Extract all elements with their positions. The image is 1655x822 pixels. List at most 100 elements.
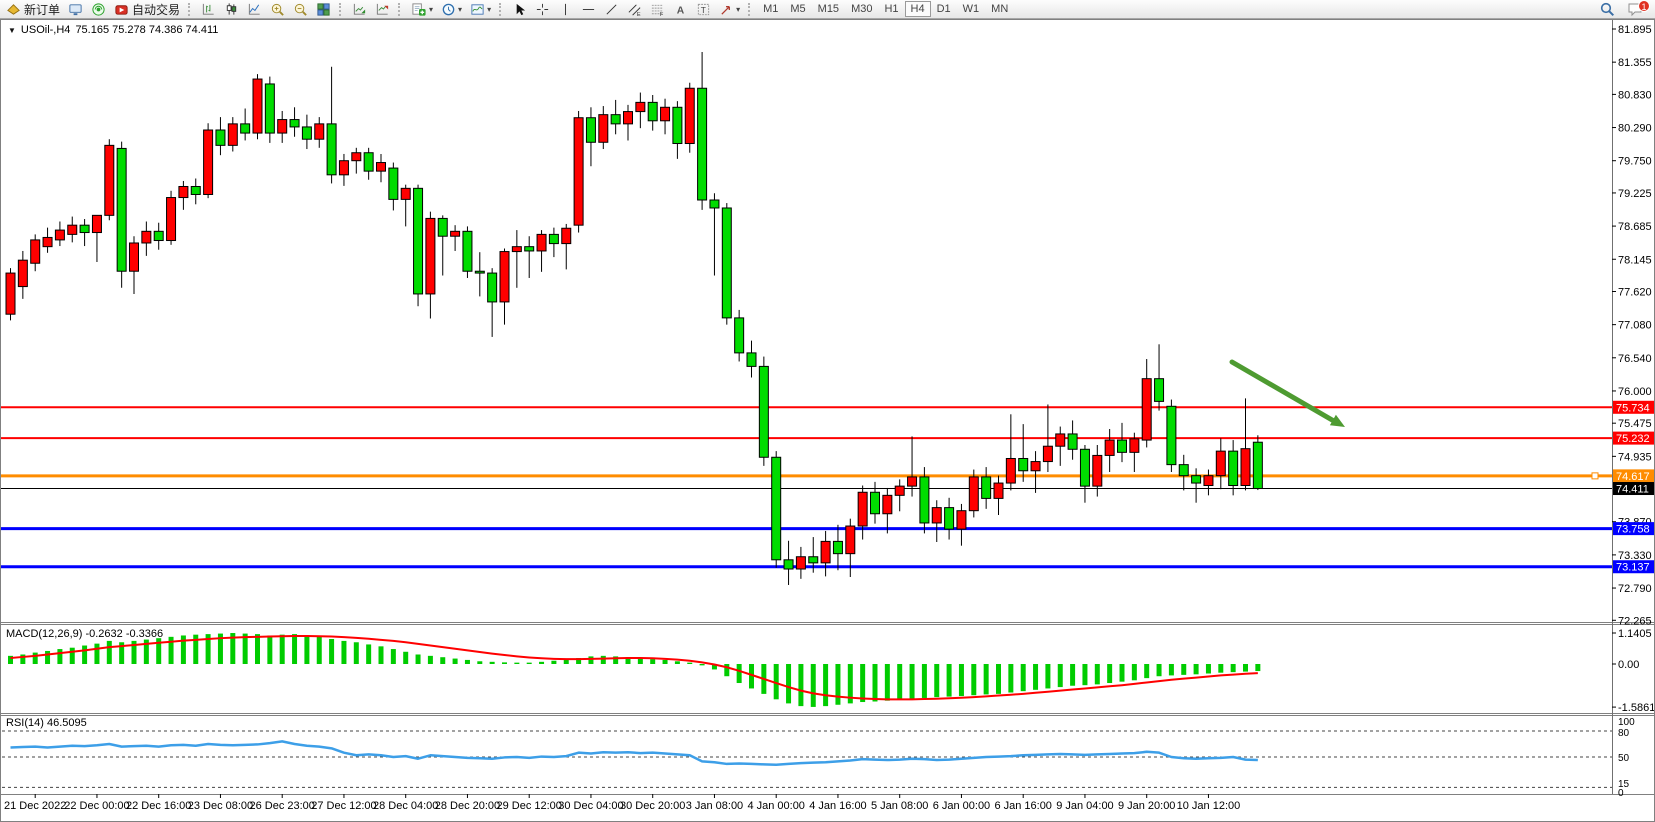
chart-symbol-period: USOil-,H4: [20, 24, 71, 36]
crosshair-icon: [535, 2, 550, 17]
svg-text:F: F: [660, 12, 664, 17]
timeframe-m15-button[interactable]: M15: [812, 1, 845, 17]
toolbar-grip: [398, 2, 403, 16]
search-button[interactable]: [1595, 1, 1619, 18]
svg-text:78.685: 78.685: [1618, 221, 1652, 233]
svg-text:6 Jan 16:00: 6 Jan 16:00: [994, 800, 1052, 812]
text-button[interactable]: A: [669, 1, 692, 18]
fibonacci-button[interactable]: F: [646, 1, 669, 18]
text-label-button[interactable]: T: [692, 1, 715, 18]
svg-text:4 Jan 00:00: 4 Jan 00:00: [747, 800, 805, 812]
svg-text:81.895: 81.895: [1618, 24, 1652, 36]
svg-text:15: 15: [1618, 779, 1630, 790]
cursor-button[interactable]: [508, 1, 531, 18]
new-order-button[interactable]: 新订单: [2, 1, 64, 18]
bar-chart-button[interactable]: [197, 1, 220, 18]
timeframe-m5-button[interactable]: M5: [784, 1, 811, 17]
chart-window[interactable]: ▼ USOil-,H4 75.165 75.278 74.386 74.411 …: [0, 19, 1655, 822]
new-order-label: 新订单: [24, 2, 61, 17]
timeframe-mn-button[interactable]: MN: [985, 1, 1014, 17]
toolbar-grip: [188, 2, 193, 16]
candle-chart-icon: [224, 2, 239, 17]
arrows-icon: [719, 2, 734, 17]
chat-badge: 1: [1638, 0, 1650, 12]
timeframe-h4-button[interactable]: H4: [904, 1, 931, 17]
svg-text:74.935: 74.935: [1618, 451, 1652, 463]
autotrade-label: 自动交易: [132, 2, 181, 17]
rsi-label: RSI(14) 46.5095: [6, 717, 87, 729]
svg-text:28 Dec 20:00: 28 Dec 20:00: [435, 800, 500, 812]
svg-text:T: T: [701, 4, 706, 14]
svg-text:30 Dec 20:00: 30 Dec 20:00: [620, 800, 685, 812]
svg-text:30 Dec 04:00: 30 Dec 04:00: [558, 800, 623, 812]
signal-button[interactable]: [87, 1, 110, 18]
period-clock-icon: [441, 2, 456, 17]
fibonacci-icon: F: [650, 2, 665, 17]
timeframe-d1-button[interactable]: D1: [931, 1, 957, 17]
svg-text:23 Dec 08:00: 23 Dec 08:00: [188, 800, 253, 812]
chart-shift-button[interactable]: [371, 1, 394, 18]
svg-text:76.000: 76.000: [1618, 386, 1652, 398]
crosshair-button[interactable]: [531, 1, 554, 18]
svg-text:E: E: [637, 12, 641, 17]
chart-canvas[interactable]: 81.895 81.355 80.830 80.290 79.750 79.225 78.6…: [0, 19, 1655, 822]
svg-text:80.830: 80.830: [1618, 89, 1652, 101]
svg-text:6 Jan 00:00: 6 Jan 00:00: [933, 800, 991, 812]
equidistant-channel-button[interactable]: E: [623, 1, 646, 18]
chevron-down-icon: ▾: [429, 4, 434, 14]
candles-layer: [5, 52, 1263, 585]
chart-ohlc-values: 75.165 75.278 74.386 74.411: [75, 24, 219, 36]
macd-label: MACD(12,26,9) -0.2632 -0.3366: [6, 628, 163, 640]
annotation-arrow[interactable]: [1229, 359, 1345, 427]
svg-text:75.734: 75.734: [1616, 402, 1650, 414]
svg-text:76.540: 76.540: [1618, 353, 1652, 365]
zoom-out-button[interactable]: [289, 1, 312, 18]
indicator-window-icon: [470, 2, 485, 17]
horizontal-line-button[interactable]: [577, 1, 600, 18]
vertical-line-button[interactable]: [554, 1, 577, 18]
svg-text:79.750: 79.750: [1618, 156, 1652, 168]
timeframe-h1-button[interactable]: H1: [878, 1, 904, 17]
cursor-icon: [512, 2, 527, 17]
timeframe-w1-button[interactable]: W1: [957, 1, 986, 17]
timeframe-m30-button[interactable]: M30: [845, 1, 878, 17]
level-handle[interactable]: [1591, 472, 1599, 480]
level-lines[interactable]: [0, 406, 1612, 569]
main-toolbar: 新订单 自动交易 ▾ ▾ ▾ E: [0, 0, 1655, 19]
candle-chart-button[interactable]: [220, 1, 243, 18]
chart-dropdown-icon[interactable]: ▼: [8, 25, 16, 35]
auto-scroll-button[interactable]: [348, 1, 371, 18]
price-badge-74.411: 74.411: [1613, 482, 1654, 496]
period-clock-button[interactable]: ▾: [437, 1, 466, 18]
macd-pane: MACD(12,26,9) -0.2632 -0.3366 1.1405 0.00 -…: [6, 628, 1655, 714]
timeframe-m1-button[interactable]: M1: [757, 1, 784, 17]
arrows-button[interactable]: ▾: [715, 1, 744, 18]
svg-text:73.137: 73.137: [1616, 562, 1650, 574]
svg-text:72.265: 72.265: [1618, 615, 1652, 627]
svg-text:78.145: 78.145: [1618, 254, 1652, 266]
svg-text:81.355: 81.355: [1618, 57, 1652, 69]
price-badge-73.137: 73.137: [1613, 560, 1654, 574]
price-axis: 81.895 81.355 80.830 80.290 79.750 79.225 78.6…: [1612, 24, 1652, 627]
line-chart-button[interactable]: [243, 1, 266, 18]
chart-title: ▼ USOil-,H4 75.165 75.278 74.386 74.411: [8, 24, 218, 36]
tile-windows-button[interactable]: [312, 1, 335, 18]
autotrade-button[interactable]: 自动交易: [110, 1, 184, 18]
chat-button[interactable]: 1: [1627, 0, 1650, 18]
indicator-window-button[interactable]: ▾: [466, 1, 495, 18]
svg-text:22 Dec 16:00: 22 Dec 16:00: [126, 800, 191, 812]
new-indicator-button[interactable]: ▾: [407, 1, 437, 18]
svg-text:72.790: 72.790: [1618, 583, 1652, 595]
vertical-line-icon: [558, 2, 573, 17]
svg-text:73.330: 73.330: [1618, 550, 1652, 562]
svg-text:73.758: 73.758: [1616, 524, 1650, 536]
svg-text:9 Jan 04:00: 9 Jan 04:00: [1056, 800, 1114, 812]
search-icon: [1599, 1, 1615, 17]
zoom-in-button[interactable]: [266, 1, 289, 18]
svg-text:-1.5861: -1.5861: [1618, 702, 1655, 714]
terminal-button[interactable]: [64, 1, 87, 18]
trend-line-button[interactable]: [600, 1, 623, 18]
price-badge-74.617: 74.617: [1613, 469, 1654, 483]
svg-text:28 Dec 04:00: 28 Dec 04:00: [373, 800, 438, 812]
